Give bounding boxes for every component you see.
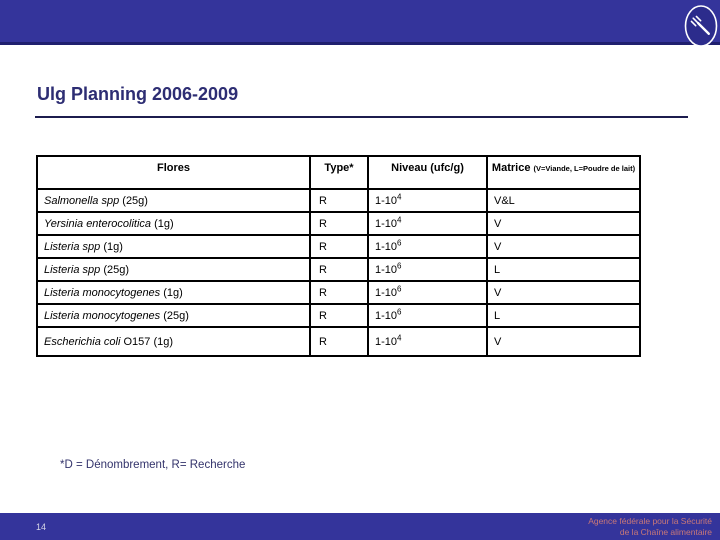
agency-logo [684,4,718,48]
fork-icon [684,5,718,47]
cell-type: R [309,234,369,259]
cell-matrice: V [486,211,641,236]
matrice-label: Matrice [491,162,531,174]
cell-niveau: 1-106 [367,234,488,259]
cell-matrice: V [486,326,641,357]
col-header-flores: Flores [36,155,311,190]
cell-flores: Listeria spp (25g) [36,257,311,282]
footnote: *D = Dénombrement, R= Recherche [60,459,246,471]
cell-matrice: V&L [486,188,641,213]
cell-matrice: L [486,303,641,328]
table-row: Yersinia enterocolitica (1g) R 1-104 V [36,211,641,236]
cell-niveau: 1-106 [367,257,488,282]
cell-flores: Escherichia coli O157 (1g) [36,326,311,357]
cell-type: R [309,211,369,236]
cell-matrice: V [486,280,641,305]
cell-flores: Salmonella spp (25g) [36,188,311,213]
col-header-matrice: Matrice (V=Viande, L=Poudre de lait) [486,155,641,190]
cell-niveau: 1-106 [367,280,488,305]
matrice-legend: (V=Viande, L=Poudre de lait) [533,164,636,173]
top-bar [0,0,720,45]
cell-niveau: 1-104 [367,326,488,357]
flores-table: Flores Type* Niveau (ufc/g) Matrice (V=V… [36,155,641,357]
cell-type: R [309,280,369,305]
cell-flores: Listeria spp (1g) [36,234,311,259]
title-underline [35,116,688,118]
cell-type: R [309,257,369,282]
cell-matrice: V [486,234,641,259]
cell-matrice: L [486,257,641,282]
slide-title: Ulg Planning 2006-2009 [37,84,239,104]
table-row: Listeria spp (1g) R 1-106 V [36,234,641,259]
cell-niveau: 1-104 [367,211,488,236]
table-row: Listeria spp (25g) R 1-106 L [36,257,641,282]
cell-niveau: 1-104 [367,188,488,213]
agency-name-line2: de la Chaîne alimentaire [619,526,712,537]
table-row: Escherichia coli O157 (1g) R 1-104 V [36,326,641,357]
cell-flores: Listeria monocytogenes (1g) [36,280,311,305]
cell-type: R [309,188,369,213]
cell-niveau: 1-106 [367,303,488,328]
table-row: Listeria monocytogenes (25g) R 1-106 L [36,303,641,328]
table-row: Listeria monocytogenes (1g) R 1-106 V [36,280,641,305]
table-header-row: Flores Type* Niveau (ufc/g) Matrice (V=V… [36,155,641,190]
table-row: Salmonella spp (25g) R 1-104 V&L [36,188,641,213]
agency-name: Agence fédérale pour la Sécurité de la C… [588,516,712,538]
col-header-niveau: Niveau (ufc/g) [367,155,488,190]
cell-type: R [309,326,369,357]
cell-flores: Yersinia enterocolitica (1g) [36,211,311,236]
cell-type: R [309,303,369,328]
agency-name-line1: Agence fédérale pour la Sécurité [588,515,712,526]
col-header-type: Type* [309,155,369,190]
page-number: 14 [36,521,47,532]
bottom-bar: 14 Agence fédérale pour la Sécurité de l… [0,513,720,540]
cell-flores: Listeria monocytogenes (25g) [36,303,311,328]
